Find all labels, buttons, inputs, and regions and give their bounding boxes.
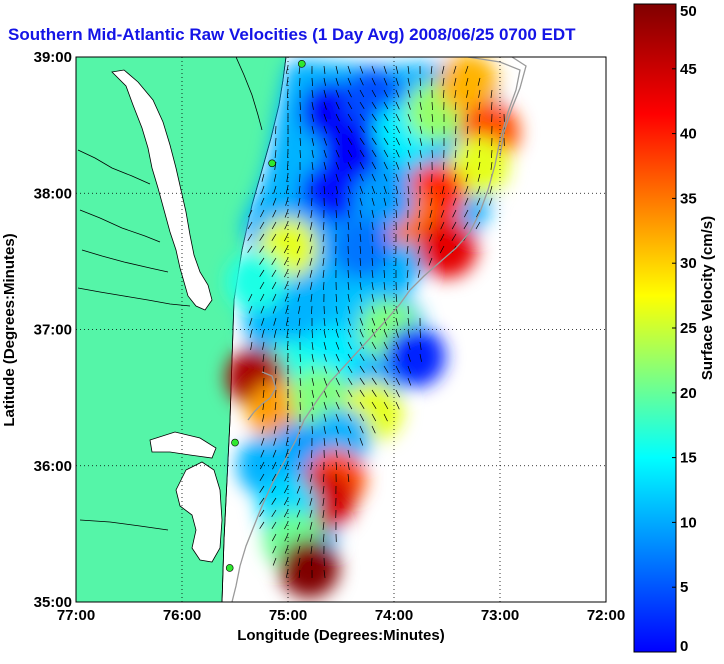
y-tick-label: 39:00 (34, 49, 72, 66)
x-tick-label: 72:00 (587, 607, 625, 624)
station-marker (298, 60, 305, 67)
station-marker (269, 160, 276, 167)
y-tick-label: 36:00 (34, 458, 72, 475)
colorbar-tick-label: 0 (680, 638, 688, 655)
colorbar-tick-label: 20 (680, 385, 697, 402)
x-tick-label: 76:00 (163, 607, 201, 624)
x-tick-label: 75:00 (269, 607, 307, 624)
y-tick-label: 35:00 (34, 594, 72, 611)
y-tick-label: 38:00 (34, 185, 72, 202)
x-tick-label: 73:00 (481, 607, 519, 624)
colorbar-tick-label: 25 (680, 320, 697, 337)
y-axis: 35:00 36:00 37:00 38:00 39:00 (34, 49, 72, 611)
x-tick-label: 74:00 (375, 607, 413, 624)
colorbar-label: Surface Velocity (cm/s) (699, 216, 716, 380)
y-tick-label: 37:00 (34, 322, 72, 339)
chart-title: Southern Mid-Atlantic Raw Velocities (1 … (8, 25, 576, 44)
colorbar (634, 4, 676, 652)
station-marker (226, 564, 233, 571)
colorbar-tick-label: 35 (680, 190, 697, 207)
speed-cell (417, 218, 477, 278)
colorbar-tick-label: 45 (680, 61, 697, 78)
speed-cell (279, 538, 339, 598)
x-axis-label: Longitude (Degrees:Minutes) (237, 627, 445, 644)
colorbar-tick-label: 30 (680, 255, 697, 272)
speed-cell (226, 252, 286, 312)
plot-area (76, 54, 606, 602)
colorbar-tick-label: 50 (680, 3, 697, 20)
colorbar-tick-label: 15 (680, 450, 697, 467)
speed-cell (332, 218, 392, 278)
colorbar-tick-label: 5 (680, 579, 688, 596)
colorbar-tick-label: 10 (680, 514, 697, 531)
y-axis-label: Latitude (Degrees:Minutes) (1, 233, 18, 426)
colorbar-tick-label: 40 (680, 126, 697, 143)
station-marker (232, 439, 239, 446)
